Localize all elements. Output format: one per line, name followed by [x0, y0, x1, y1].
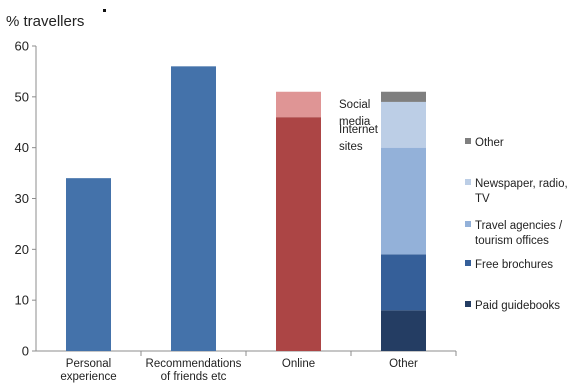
y-tick-label: 10	[15, 293, 29, 308]
legend-label: Travel agencies / tourism offices	[475, 220, 563, 247]
bar-segment	[381, 91, 426, 102]
bar-segment	[171, 66, 216, 351]
legend-swatch	[465, 138, 471, 144]
bar-segment	[276, 91, 321, 118]
y-axis-title: % travellers	[6, 13, 84, 30]
y-tick-label: 60	[15, 39, 29, 54]
bar-segment	[381, 101, 426, 148]
x-category-label: Other	[389, 358, 418, 370]
segment-label: Internet sites	[339, 124, 379, 153]
legend-swatch	[465, 221, 471, 227]
segment-label: Social media	[339, 99, 371, 128]
legend-label: Free brochures	[475, 259, 553, 271]
bar-segment	[381, 310, 426, 351]
axes: 0 10 20 30 40 50 60 Personal experience Recommend…	[15, 39, 457, 383]
x-category-label: Online	[282, 358, 315, 370]
legend-label: Other	[475, 137, 504, 149]
y-tick-label: 40	[15, 140, 29, 155]
legend-swatch	[465, 260, 471, 266]
legend-swatch	[465, 179, 471, 185]
legend-swatch	[465, 301, 471, 307]
legend: Other Newspaper, radio, TV Travel agencies …	[465, 137, 568, 312]
bars	[66, 66, 426, 352]
x-category-label: Personal experience	[60, 358, 116, 383]
y-tick-label: 20	[15, 242, 29, 257]
y-tick-label: 50	[15, 89, 29, 104]
y-tick-label: 0	[22, 344, 29, 359]
x-category-label: Recommendations of friends etc	[146, 358, 242, 383]
legend-label: Newspaper, radio, TV	[475, 178, 568, 205]
bar-segment	[276, 117, 321, 352]
bar-segment	[381, 254, 426, 311]
stray-mark	[103, 9, 106, 12]
y-tick-label: 30	[15, 191, 29, 206]
bar-segment	[66, 178, 111, 351]
bar-segment	[381, 147, 426, 255]
legend-label: Paid guidebooks	[475, 300, 560, 312]
